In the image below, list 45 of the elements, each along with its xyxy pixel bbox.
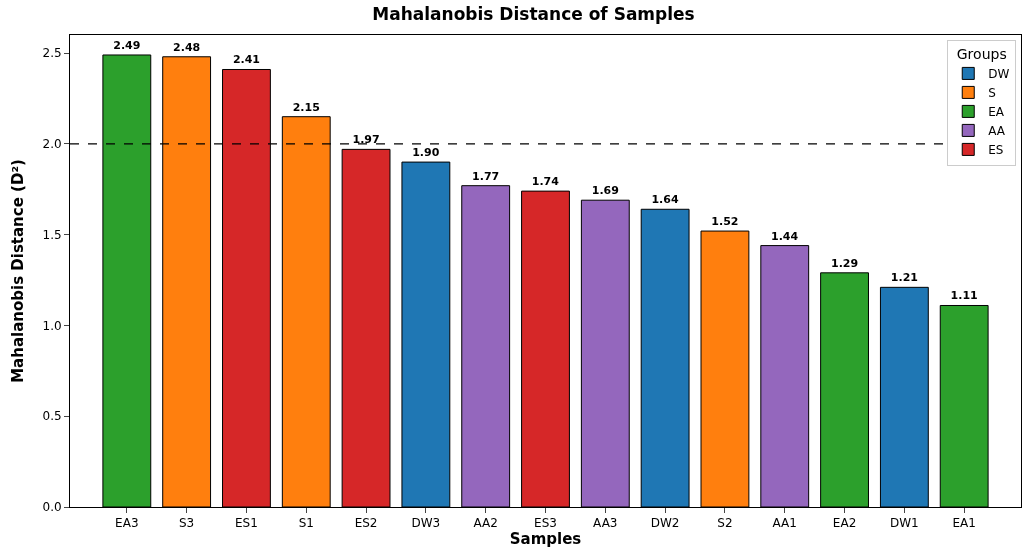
x-axis-title: Samples — [509, 530, 582, 549]
legend-label: DW — [988, 67, 1010, 82]
chart-title: Mahalanobis Distance of Samples — [372, 4, 695, 25]
data-label: 1.74 — [531, 175, 560, 189]
y-tick-label: 2.5 — [42, 46, 62, 61]
x-tick-label: ES3 — [534, 516, 557, 531]
x-tick-label: ES1 — [235, 516, 258, 531]
data-label: 1.44 — [771, 229, 799, 243]
x-tick-label: DW1 — [889, 516, 919, 531]
data-label: 1.11 — [950, 289, 978, 303]
data-label: 1.77 — [472, 169, 500, 183]
data-label: 2.15 — [292, 100, 320, 114]
data-label: 2.41 — [232, 53, 261, 67]
data-label: 2.48 — [173, 40, 201, 54]
x-tick-label: EA2 — [832, 516, 857, 531]
data-label: 1.69 — [591, 184, 619, 198]
x-tick-label: S2 — [717, 516, 733, 531]
x-tick-label: S3 — [179, 516, 195, 531]
data-label: 1.64 — [651, 193, 679, 207]
x-tick-label: EA1 — [952, 516, 976, 531]
data-label: 1.90 — [412, 146, 440, 160]
legend-label: S — [988, 86, 996, 101]
legend-title: Groups — [956, 45, 1007, 62]
data-label: 1.29 — [830, 256, 859, 270]
y-tick-label: 1.0 — [42, 318, 62, 333]
y-axis-title: Mahalanobis Distance (D²) — [8, 159, 27, 383]
data-label: 1.21 — [890, 271, 918, 285]
y-tick-label: 0.5 — [42, 409, 62, 424]
x-tick-label: AA3 — [593, 516, 618, 531]
x-tick-label: S1 — [298, 516, 314, 531]
x-tick-label: DW2 — [650, 516, 680, 531]
data-label: 2.49 — [113, 38, 141, 52]
data-label: 1.97 — [352, 133, 380, 147]
legend-label: ES — [988, 143, 1004, 158]
legend-label: AA — [988, 124, 1006, 139]
y-tick-label: 2.0 — [42, 137, 62, 152]
x-tick-label: DW3 — [411, 516, 441, 531]
x-tick-label: EA3 — [115, 516, 139, 531]
legend-label: EA — [988, 105, 1005, 120]
y-tick-label: 0.0 — [42, 500, 62, 515]
data-label: 1.52 — [711, 215, 739, 229]
y-tick-label: 1.5 — [42, 227, 62, 242]
x-tick-label: ES2 — [354, 516, 378, 531]
x-tick-label: AA1 — [772, 516, 797, 531]
x-tick-label: AA2 — [473, 516, 498, 531]
